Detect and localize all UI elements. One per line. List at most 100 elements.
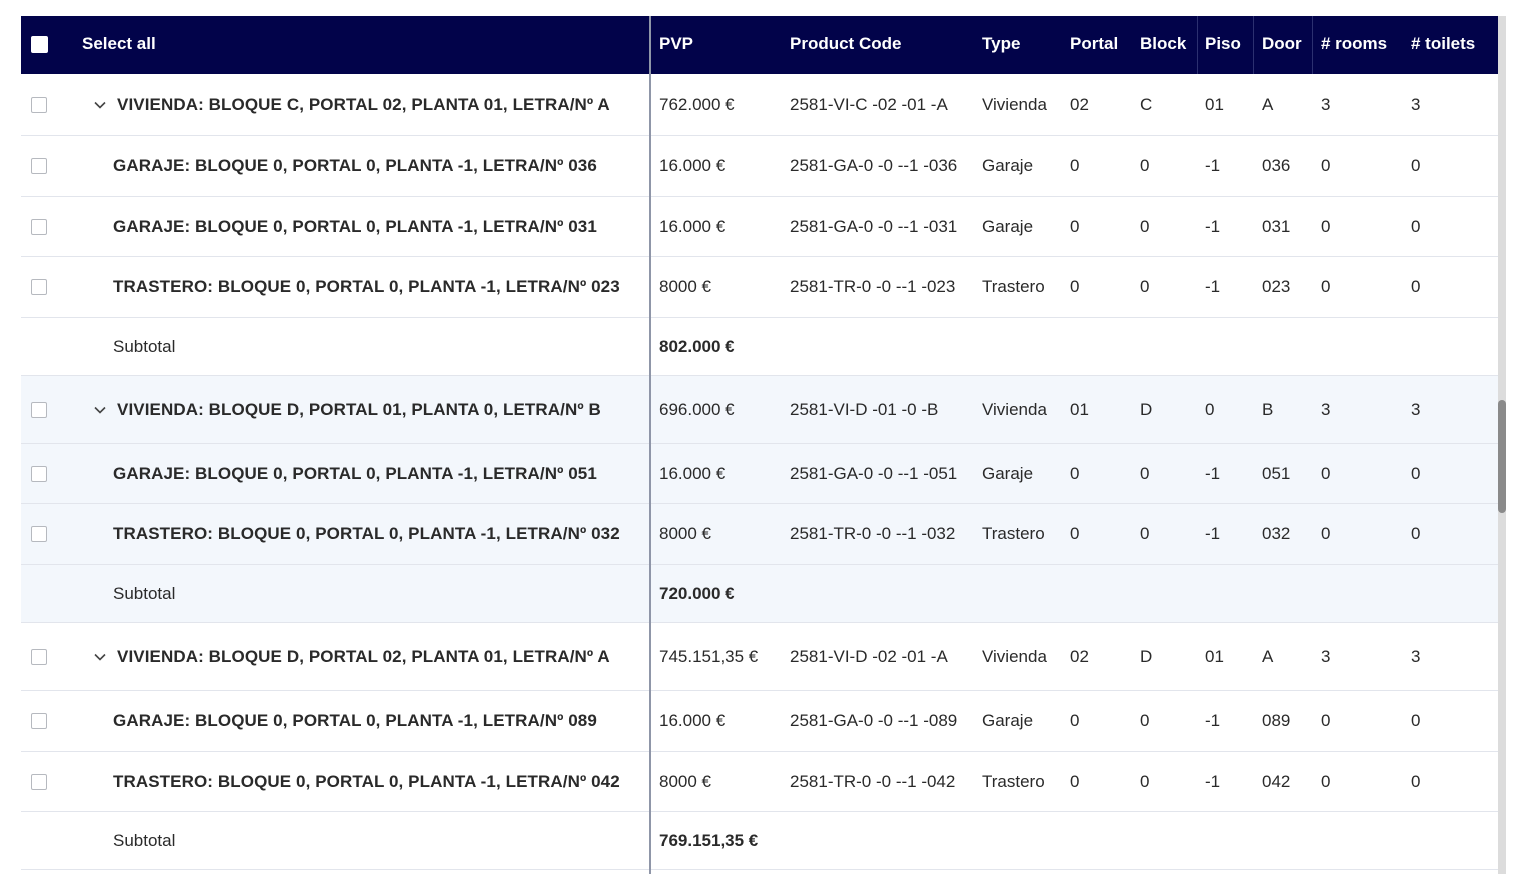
table-row[interactable]: GARAJE: BLOQUE 0, PORTAL 0, PLANTA -1, L…: [21, 197, 1498, 257]
chevron-down-icon[interactable]: [93, 98, 107, 112]
block-cell: 0: [1140, 156, 1150, 175]
row-checkbox[interactable]: [31, 526, 47, 542]
select-all-label[interactable]: Select all: [82, 34, 156, 53]
piso-cell: 01: [1205, 94, 1224, 114]
block-cell: C: [1140, 94, 1153, 114]
piso-cell: 01: [1205, 646, 1224, 666]
subtotal-row: Subtotal 769.151,35 €: [21, 812, 1498, 870]
toilets-cell: 0: [1411, 771, 1421, 791]
unit-name-link[interactable]: VIVIENDA: BLOQUE D, PORTAL 01, PLANTA 0,…: [117, 399, 601, 419]
unit-name-link[interactable]: GARAJE: BLOQUE 0, PORTAL 0, PLANTA -1, L…: [113, 156, 597, 175]
piso-cell: -1: [1205, 524, 1221, 543]
col-header-pvp[interactable]: PVP: [659, 34, 694, 53]
pvp-cell: 8000 €: [659, 277, 711, 296]
product-code-cell: 2581-VI-C -02 -01 -A: [790, 94, 948, 114]
row-checkbox[interactable]: [31, 773, 47, 790]
product-code-cell: 2581-VI-D -02 -01 -A: [790, 646, 948, 666]
block-cell: D: [1140, 646, 1153, 666]
unit-name-link[interactable]: TRASTERO: BLOQUE 0, PORTAL 0, PLANTA -1,…: [113, 277, 620, 296]
col-header-piso[interactable]: Piso: [1205, 34, 1241, 53]
portal-cell: 0: [1070, 711, 1080, 730]
toilets-cell: 0: [1411, 277, 1421, 296]
type-cell: Garaje: [982, 156, 1034, 175]
rooms-cell: 0: [1321, 524, 1331, 543]
portal-cell: 0: [1070, 216, 1080, 236]
group-parent-row[interactable]: VIVIENDA: BLOQUE D, PORTAL 01, PLANTA 0,…: [21, 376, 1498, 444]
rooms-cell: 0: [1321, 277, 1331, 296]
unit-name-link[interactable]: GARAJE: BLOQUE 0, PORTAL 0, PLANTA -1, L…: [113, 463, 597, 483]
type-cell: Vivienda: [982, 399, 1047, 419]
table-row[interactable]: GARAJE: BLOQUE 0, PORTAL 0, PLANTA -1, L…: [21, 136, 1498, 197]
table-row[interactable]: GARAJE: BLOQUE 0, PORTAL 0, PLANTA -1, L…: [21, 691, 1498, 752]
select-all-checkbox[interactable]: [31, 36, 48, 53]
row-checkbox[interactable]: [31, 158, 47, 174]
table-row[interactable]: TRASTERO: BLOQUE 0, PORTAL 0, PLANTA -1,…: [21, 752, 1498, 812]
col-header-toilets[interactable]: # toilets: [1411, 34, 1476, 53]
pvp-cell: 16.000 €: [659, 463, 726, 483]
pvp-cell: 696.000 €: [659, 399, 735, 419]
portal-cell: 0: [1070, 463, 1080, 483]
portal-cell: 0: [1070, 156, 1080, 175]
column-divider: [1253, 16, 1254, 74]
type-cell: Garaje: [982, 216, 1034, 236]
block-cell: 0: [1140, 277, 1150, 296]
col-header-block[interactable]: Block: [1140, 34, 1187, 53]
door-cell: A: [1262, 94, 1274, 114]
toilets-cell: 0: [1411, 156, 1421, 175]
group-parent-row[interactable]: VIVIENDA: BLOQUE C, PORTAL 02, PLANTA 01…: [21, 74, 1498, 136]
piso-cell: -1: [1205, 463, 1221, 483]
col-header-type[interactable]: Type: [982, 34, 1021, 53]
col-header-product-code[interactable]: Product Code: [790, 34, 902, 53]
type-cell: Trastero: [982, 771, 1045, 791]
table-row[interactable]: TRASTERO: BLOQUE 0, PORTAL 0, PLANTA -1,…: [21, 257, 1498, 318]
col-header-door[interactable]: Door: [1262, 34, 1302, 53]
subtotal-label: Subtotal: [113, 830, 176, 850]
col-header-portal[interactable]: Portal: [1070, 34, 1119, 53]
table-row[interactable]: GARAJE: BLOQUE 0, PORTAL 0, PLANTA -1, L…: [21, 444, 1498, 504]
piso-cell: -1: [1205, 771, 1221, 791]
rooms-cell: 3: [1321, 94, 1331, 114]
subtotal-row: Subtotal 720.000 €: [21, 565, 1498, 623]
toilets-cell: 3: [1411, 646, 1421, 666]
product-code-cell: 2581-GA-0 -0 --1 -089: [790, 711, 958, 730]
product-code-cell: 2581-GA-0 -0 --1 -036: [790, 156, 958, 175]
chevron-down-icon[interactable]: [93, 403, 107, 417]
row-checkbox[interactable]: [31, 648, 47, 665]
rooms-cell: 0: [1321, 216, 1331, 236]
col-header-rooms[interactable]: # rooms: [1321, 34, 1388, 53]
unit-name-link[interactable]: TRASTERO: BLOQUE 0, PORTAL 0, PLANTA -1,…: [113, 771, 620, 791]
unit-name-link[interactable]: TRASTERO: BLOQUE 0, PORTAL 0, PLANTA -1,…: [113, 524, 620, 543]
toilets-cell: 0: [1411, 463, 1421, 483]
unit-name-link[interactable]: GARAJE: BLOQUE 0, PORTAL 0, PLANTA -1, L…: [113, 216, 597, 236]
row-checkbox[interactable]: [31, 96, 47, 113]
door-cell: 089: [1262, 711, 1291, 730]
row-checkbox[interactable]: [31, 713, 47, 729]
portal-cell: 0: [1070, 771, 1080, 791]
row-checkbox[interactable]: [31, 279, 47, 295]
unit-name-link[interactable]: VIVIENDA: BLOQUE D, PORTAL 02, PLANTA 01…: [117, 646, 610, 666]
chevron-down-icon[interactable]: [93, 650, 107, 664]
pvp-cell: 16.000 €: [659, 216, 726, 236]
unit-name-link[interactable]: GARAJE: BLOQUE 0, PORTAL 0, PLANTA -1, L…: [113, 711, 597, 730]
pvp-cell: 8000 €: [659, 524, 711, 543]
type-cell: Trastero: [982, 524, 1045, 543]
toilets-cell: 0: [1411, 711, 1421, 730]
table-row[interactable]: TRASTERO: BLOQUE 0, PORTAL 0, PLANTA -1,…: [21, 504, 1498, 565]
subtotal-value: 720.000 €: [659, 583, 735, 603]
door-cell: 036: [1262, 156, 1291, 175]
row-checkbox[interactable]: [31, 465, 47, 482]
subtotal-value: 802.000 €: [659, 336, 735, 356]
block-cell: D: [1140, 399, 1153, 419]
portal-cell: 0: [1070, 277, 1080, 296]
row-checkbox[interactable]: [31, 401, 47, 418]
pinned-column-divider: [649, 16, 651, 874]
column-divider: [1197, 16, 1198, 74]
door-cell: 031: [1262, 216, 1291, 236]
type-cell: Vivienda: [982, 646, 1047, 666]
scrollbar-thumb[interactable]: [1498, 400, 1506, 513]
block-cell: 0: [1140, 711, 1150, 730]
group-parent-row[interactable]: VIVIENDA: BLOQUE D, PORTAL 02, PLANTA 01…: [21, 623, 1498, 691]
piso-cell: 0: [1205, 399, 1215, 419]
unit-name-link[interactable]: VIVIENDA: BLOQUE C, PORTAL 02, PLANTA 01…: [117, 94, 610, 114]
row-checkbox[interactable]: [31, 218, 47, 235]
